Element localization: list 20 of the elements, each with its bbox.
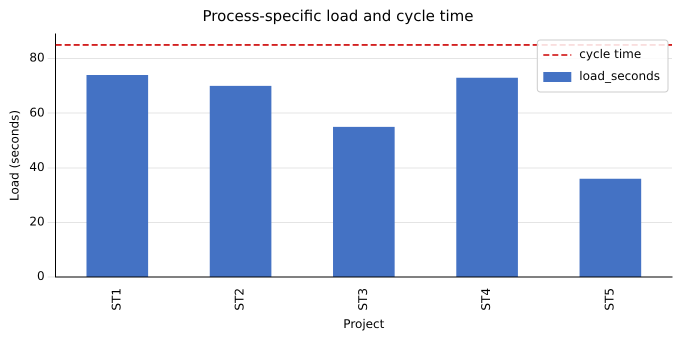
y-tick-label: 60 [29,105,45,120]
bar [580,178,642,277]
y-tick-label: 20 [29,214,45,229]
x-tick-label: ST4 [479,288,494,311]
x-tick-label: ST1 [109,288,124,311]
legend-label: load_seconds [579,69,660,84]
x-tick-label: ST3 [356,288,370,311]
x-tick-label: ST5 [602,288,616,311]
x-tick-label: ST2 [232,288,247,311]
bar [333,126,395,277]
chart-title: Process-specific load and cycle time [202,6,474,25]
x-axis-title: Project [343,316,385,331]
bar [456,78,518,277]
y-tick-label: 0 [37,269,45,284]
y-tick-label: 40 [29,160,45,174]
bar [86,74,148,277]
y-tick-label: 80 [29,50,45,65]
bar [210,86,272,277]
y-axis-title: Load (seconds) [7,110,22,202]
ref-line-label: cycle time [579,47,642,62]
